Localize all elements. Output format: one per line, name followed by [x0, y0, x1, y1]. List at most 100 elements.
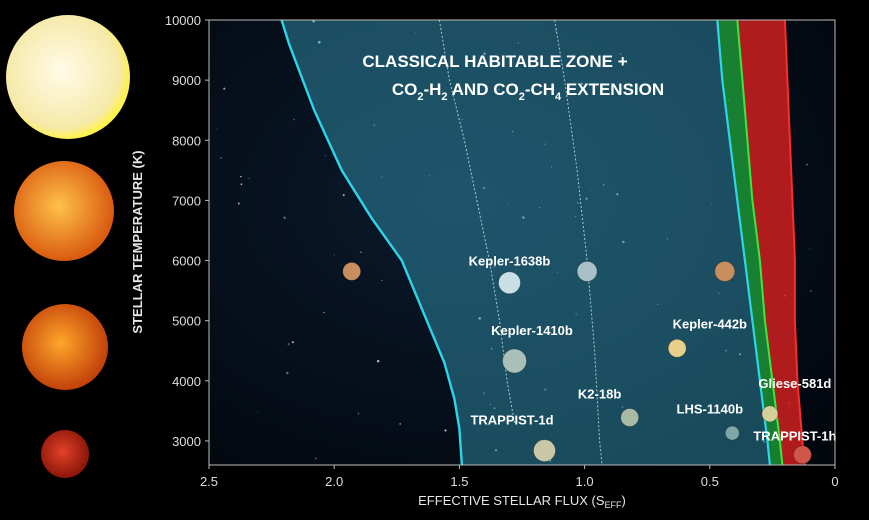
background-star [585, 197, 588, 200]
background-star [248, 177, 250, 179]
x-axis-label: EFFECTIVE STELLAR FLUX (SEFF) [418, 493, 626, 510]
planet-marker [533, 439, 556, 463]
planet-label: Gliese-581d [758, 376, 831, 391]
background-star [483, 52, 486, 55]
star-column [0, 0, 138, 520]
background-star [809, 248, 811, 250]
background-star [489, 403, 492, 406]
planet-marker [498, 271, 521, 295]
planet-marker [714, 260, 736, 282]
background-star [428, 175, 430, 177]
background-star [312, 20, 315, 23]
background-star [544, 143, 546, 145]
background-star [318, 41, 321, 44]
background-star [373, 124, 376, 127]
x-tick-label: 2.5 [200, 474, 218, 489]
outer-edge-line [716, 19, 771, 466]
background-star [596, 63, 598, 65]
background-star [478, 317, 481, 320]
background-star [237, 202, 240, 205]
co2-h2-extension-band [717, 20, 783, 465]
background-star [718, 292, 720, 295]
x-tick-label: 1.0 [576, 474, 594, 489]
background-star [580, 82, 583, 85]
y-tick-label: 3000 [172, 434, 201, 449]
background-star [470, 263, 473, 266]
planet-label: K2-18b [578, 386, 621, 401]
background-star [517, 42, 519, 44]
background-star [603, 184, 605, 186]
background-star [810, 290, 812, 292]
background-star [628, 89, 631, 92]
planet-labels: Kepler-1638b Kepler-1410b Kepler-442b K2-18… [469, 253, 837, 443]
background-star [539, 207, 541, 209]
background-star [323, 311, 325, 314]
background-star [381, 176, 383, 178]
k-star-icon [22, 304, 108, 390]
background-star [522, 216, 525, 219]
inner-edge-line [280, 19, 464, 466]
background-star [325, 154, 327, 156]
background-star [415, 31, 417, 33]
y-axis-label: STELLAR TEMPERATURE (K) [130, 150, 145, 333]
background-star [493, 264, 496, 268]
background-star [342, 194, 345, 197]
planet-marker [342, 261, 362, 281]
background-star [555, 30, 557, 32]
background-star [806, 163, 808, 166]
background-star [494, 449, 498, 452]
plot-area: Kepler-1638b Kepler-1410b Kepler-442b K2-18… [208, 19, 837, 466]
background-star [461, 118, 464, 121]
dotted-boundary-1 [554, 19, 603, 466]
co2-ch4-extension-band [737, 20, 805, 465]
y-tick-label: 10000 [165, 13, 201, 28]
sun-star-icon [14, 161, 114, 261]
planet-label: TRAPPIST-1h [753, 428, 836, 443]
planet-label: Kepler-1638b [469, 253, 551, 268]
background-star [493, 407, 496, 410]
background-star [293, 118, 295, 121]
planet-marker [761, 405, 779, 423]
planet-marker [793, 445, 812, 465]
background-star [598, 57, 601, 60]
background-star [444, 429, 447, 432]
background-star [483, 187, 486, 189]
background-star [511, 130, 514, 133]
background-star [240, 175, 242, 178]
y-tick-label: 9000 [172, 73, 201, 88]
plot-frame [208, 19, 836, 466]
background-star [590, 190, 592, 192]
x-axis: 2.5 2.0 1.5 1.0 0.5 0 [200, 465, 839, 489]
background-star [620, 87, 623, 90]
background-star [550, 166, 553, 168]
planets [342, 260, 812, 465]
background-star [286, 371, 289, 375]
background-star [519, 331, 522, 334]
planet-marker [576, 260, 598, 282]
background-star [507, 204, 509, 205]
background-star [240, 183, 243, 186]
background-star [577, 202, 579, 204]
background-star [497, 88, 500, 91]
background-star [556, 271, 558, 273]
y-tick-label: 7000 [172, 193, 201, 208]
background-star [314, 36, 316, 38]
background-star [703, 80, 705, 82]
x-tick-label: 1.5 [450, 474, 468, 489]
background-star [377, 360, 380, 363]
planet-label: Kepler-442b [673, 317, 747, 332]
background-star [575, 313, 577, 315]
background-star [619, 53, 622, 55]
background-star [333, 254, 335, 256]
planet-label: TRAPPIST-1d [470, 413, 553, 428]
background-star [739, 353, 742, 356]
background-star [666, 238, 669, 240]
background-star [359, 251, 362, 254]
background-star [220, 156, 223, 159]
planet-marker [620, 408, 640, 427]
background-star [763, 441, 765, 443]
chart-title-line1: CLASSICAL HABITABLE ZONE + [362, 52, 627, 71]
planet-marker [724, 425, 740, 441]
chart-title-line2: CO2-H2 AND CO2-CH4 EXTENSION [392, 80, 664, 103]
planet-label: Kepler-1410b [491, 323, 573, 338]
